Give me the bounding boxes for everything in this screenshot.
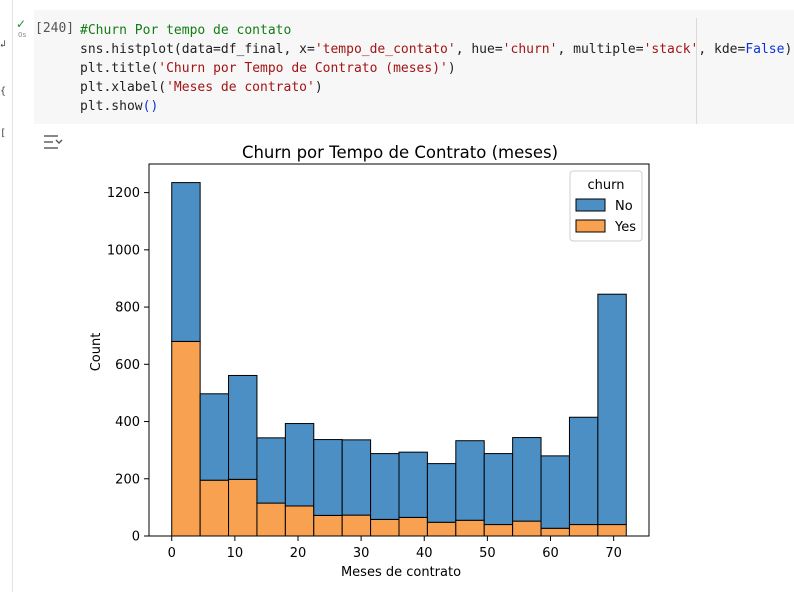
y-axis-label: Count — [89, 333, 104, 372]
x-tick-label: 10 — [227, 546, 244, 561]
code-line[interactable]: plt.title('Churn por Tempo de Contrato (… — [80, 59, 792, 78]
x-tick-label: 50 — [479, 546, 496, 561]
code-editor[interactable]: #Churn Por tempo de contato sns.histplot(… — [80, 21, 792, 116]
x-tick-label: 70 — [605, 546, 622, 561]
code-token: 'Churn por Tempo de Contrato (meses)' — [158, 61, 448, 76]
code-line[interactable]: #Churn Por tempo de contato — [80, 21, 792, 40]
bar-no — [597, 293, 627, 526]
legend-title: churn — [588, 178, 625, 193]
run-status[interactable]: ✓ 0s — [16, 18, 32, 44]
bar-yes — [455, 519, 485, 537]
left-toolbar: ↲ { [ — [0, 0, 13, 592]
code-token: () — [142, 99, 159, 114]
code-token: plt.show — [80, 99, 143, 114]
code-token: , kde= — [698, 42, 746, 57]
bar-yes — [256, 502, 286, 537]
bar-no — [483, 453, 514, 526]
bar-yes — [284, 505, 315, 537]
legend-label-no: No — [615, 199, 633, 214]
bar-no — [426, 463, 457, 523]
code-token: plt.title( — [80, 61, 159, 76]
histogram-chart: Churn por Tempo de Contrato (meses) 0 10 2… — [89, 143, 650, 580]
bar-yes — [313, 514, 343, 537]
code-line[interactable]: plt.show() — [80, 97, 792, 116]
bar-no — [228, 374, 258, 480]
y-tick-label: 800 — [115, 301, 140, 316]
x-axis-label: Meses de contrato — [341, 565, 461, 580]
bar-yes — [512, 520, 542, 537]
code-token: 'churn' — [502, 42, 558, 57]
bar-no — [370, 453, 400, 520]
bar-no — [256, 437, 286, 504]
code-token: 'tempo_de_contato' — [314, 42, 456, 57]
code-line[interactable]: plt.xlabel('Meses de contrato') — [80, 78, 792, 97]
bar-yes — [398, 516, 428, 537]
bar-no — [313, 439, 343, 516]
check-icon: ✓ — [16, 17, 27, 31]
x-tick-label: 0 — [168, 546, 176, 561]
variables-icon[interactable]: { — [0, 86, 7, 97]
bar-yes — [341, 514, 372, 537]
bar-yes — [171, 340, 201, 537]
x-tick-label: 60 — [542, 546, 559, 561]
x-tick-label: 30 — [353, 546, 370, 561]
legend-label-yes: Yes — [614, 220, 636, 235]
bar-no — [512, 437, 542, 522]
code-cell[interactable] — [34, 10, 794, 124]
code-token: , hue= — [455, 42, 503, 57]
cell-divider — [696, 18, 697, 124]
execution-count: [240] — [35, 21, 75, 36]
y-tick-label: 400 — [115, 415, 140, 430]
files-icon[interactable]: [ — [0, 128, 7, 139]
code-token: ) — [447, 61, 456, 76]
code-token: False — [745, 42, 785, 57]
code-token: , multiple= — [557, 42, 644, 57]
bar-yes — [597, 524, 627, 537]
code-token: #Churn Por tempo de contato — [80, 23, 292, 38]
bar-yes — [483, 524, 514, 537]
key-icon[interactable]: ↲ — [0, 39, 7, 50]
code-token: plt.xlabel( — [80, 80, 167, 95]
code-token: sns.histplot(data=df_final, x= — [80, 42, 315, 57]
y-tick-label: 200 — [115, 472, 140, 487]
bar-no — [284, 423, 315, 507]
bar-no — [568, 416, 599, 526]
bar-no — [171, 182, 201, 342]
bar-yes — [426, 521, 457, 537]
x-tick-label: 20 — [290, 546, 307, 561]
legend: churn No Yes — [569, 170, 643, 242]
legend-swatch-no — [575, 198, 606, 212]
bar-no — [341, 439, 372, 516]
bar-no — [455, 440, 485, 521]
bar-no — [398, 451, 428, 518]
bar-yes — [199, 479, 230, 537]
output-toggle-icon[interactable] — [42, 133, 64, 151]
code-token: 'stack' — [643, 42, 699, 57]
bar-yes — [228, 478, 258, 537]
legend-swatch-yes — [575, 219, 606, 233]
chart-title: Churn por Tempo de Contrato (meses) — [242, 143, 558, 162]
code-token: ) — [314, 80, 323, 95]
y-tick-label: 1000 — [107, 243, 140, 258]
bar-yes — [540, 527, 570, 537]
x-ticks: 0 10 20 30 40 50 60 70 — [168, 536, 622, 561]
bars-group — [171, 182, 627, 537]
y-tick-label: 0 — [132, 530, 140, 545]
bar-no — [199, 393, 230, 481]
bar-yes — [568, 524, 599, 537]
y-tick-label: 1200 — [107, 186, 140, 201]
code-token: ) — [784, 42, 793, 57]
y-ticks: 0 200 400 600 800 1000 1200 — [107, 186, 149, 545]
code-token: 'Meses de contrato' — [166, 80, 315, 95]
bar-no — [540, 455, 570, 529]
run-time: 0s — [18, 31, 27, 39]
bar-yes — [370, 518, 400, 537]
axes-frame — [148, 163, 650, 537]
code-line[interactable]: sns.histplot(data=df_final, x='tempo_de_… — [80, 40, 792, 59]
y-tick-label: 600 — [115, 358, 140, 373]
x-tick-label: 40 — [416, 546, 433, 561]
